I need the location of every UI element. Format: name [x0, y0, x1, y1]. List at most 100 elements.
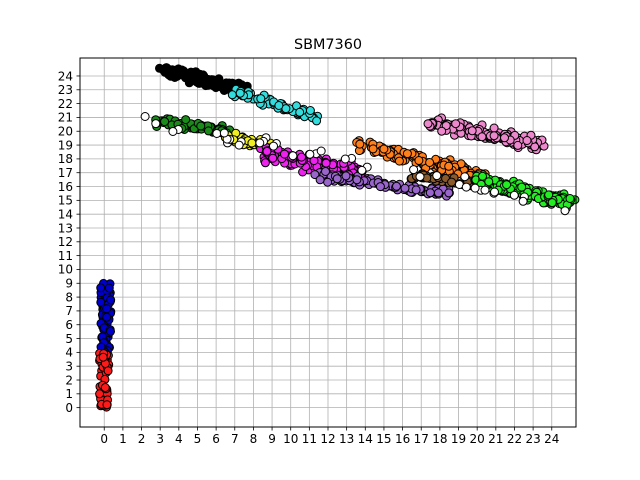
data-point	[547, 198, 557, 208]
y-tick-label: 22	[58, 97, 73, 111]
data-point	[140, 112, 150, 121]
data-point	[235, 88, 245, 98]
y-tick-label: 13	[58, 221, 73, 235]
data-point	[268, 153, 278, 163]
data-point	[414, 156, 424, 165]
data-point	[312, 116, 322, 126]
data-point	[234, 140, 244, 150]
y-tick-label: 4	[65, 346, 73, 360]
data-point	[224, 78, 234, 88]
data-point	[181, 70, 191, 80]
data-point	[255, 138, 265, 148]
y-tick-label: 9	[65, 277, 73, 291]
data-point	[323, 177, 333, 187]
data-point	[461, 182, 471, 192]
data-point	[332, 174, 342, 184]
data-point	[489, 131, 499, 141]
y-tick-label: 15	[58, 194, 73, 208]
data-point	[106, 326, 115, 336]
data-point	[227, 90, 237, 100]
data-point	[425, 188, 435, 198]
data-point	[316, 146, 326, 156]
data-point	[423, 119, 433, 129]
data-point	[102, 312, 112, 322]
data-point	[560, 206, 570, 216]
data-point	[411, 185, 421, 195]
y-tick-label: 18	[58, 152, 73, 166]
y-tick-label: 10	[58, 263, 73, 277]
data-point	[522, 136, 532, 145]
y-tick-label: 1	[65, 387, 73, 401]
x-tick-label: 18	[432, 432, 447, 446]
data-point	[96, 283, 106, 293]
data-point	[451, 119, 461, 129]
data-point	[212, 129, 222, 138]
data-point	[295, 107, 305, 117]
y-tick-label: 6	[65, 318, 73, 332]
x-tick-label: 21	[488, 432, 503, 446]
x-tick-label: 0	[100, 432, 108, 446]
x-tick-label: 1	[119, 432, 127, 446]
data-point	[315, 175, 325, 185]
y-tick-label: 8	[65, 290, 73, 304]
y-tick-label: 20	[58, 125, 73, 139]
data-point	[269, 141, 278, 151]
data-point	[478, 171, 487, 181]
data-point	[160, 63, 170, 73]
y-tick-label: 16	[58, 180, 73, 194]
x-tick-label: 10	[283, 432, 298, 446]
data-point	[106, 295, 116, 305]
data-point	[402, 149, 412, 159]
data-point	[518, 196, 528, 206]
x-tick-label: 4	[175, 432, 183, 446]
x-tick-label: 20	[470, 432, 485, 446]
data-point	[305, 149, 315, 159]
y-tick-label: 14	[58, 207, 73, 221]
x-tick-label: 2	[138, 432, 146, 446]
data-points	[95, 63, 580, 412]
data-point	[357, 165, 367, 175]
data-point	[262, 146, 272, 156]
data-point	[480, 185, 490, 195]
data-point	[513, 140, 523, 150]
x-tick-label: 15	[376, 432, 391, 446]
data-point	[432, 171, 442, 181]
x-tick-label: 14	[358, 432, 373, 446]
data-point	[219, 128, 229, 138]
axis-ticks: 0 1 2 3 4 5 6 7 8 9 10 11 12 13 14 15 16 17 18 19 20 21 22 23 24…	[58, 69, 560, 446]
data-point	[500, 133, 509, 143]
grid-lines	[80, 58, 576, 427]
data-point	[297, 152, 306, 162]
data-point	[433, 188, 443, 198]
data-point	[379, 144, 389, 154]
data-point	[204, 126, 213, 136]
y-tick-label: 0	[65, 401, 73, 415]
data-point	[477, 132, 487, 142]
chart-title: SBM7360	[294, 37, 362, 53]
data-point	[100, 383, 110, 392]
y-tick-label: 17	[58, 166, 73, 180]
y-tick-label: 21	[58, 111, 73, 125]
data-point	[490, 187, 499, 197]
data-point	[247, 138, 257, 148]
x-tick-label: 9	[268, 432, 276, 446]
y-tick-label: 11	[58, 249, 73, 263]
data-point	[375, 182, 385, 192]
data-point	[437, 126, 447, 136]
x-tick-label: 19	[451, 432, 466, 446]
x-tick-label: 8	[250, 432, 258, 446]
data-point	[256, 94, 266, 104]
x-tick-label: 22	[507, 432, 522, 446]
x-tick-label: 13	[339, 432, 354, 446]
data-point	[484, 177, 494, 187]
data-point	[181, 115, 191, 125]
y-tick-label: 3	[65, 359, 73, 373]
data-point	[95, 389, 105, 399]
x-tick-label: 3	[156, 432, 164, 446]
x-tick-label: 17	[414, 432, 429, 446]
data-point	[102, 304, 112, 314]
data-point	[544, 190, 554, 200]
y-tick-label: 12	[58, 235, 73, 249]
y-tick-label: 24	[58, 69, 73, 83]
data-point	[340, 154, 350, 164]
